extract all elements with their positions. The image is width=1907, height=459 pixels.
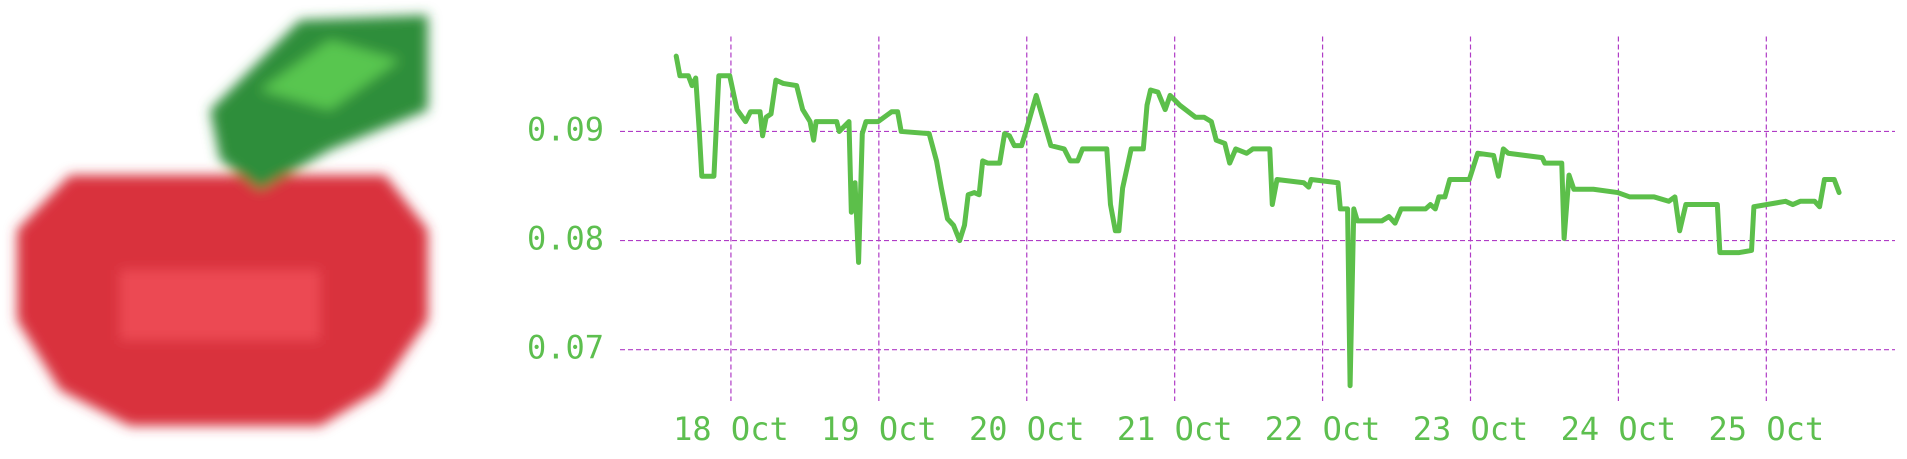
leaf-highlight [260,40,400,110]
apple-icon [17,15,428,426]
y-tick-label: 0.08 [527,220,604,258]
x-tick-label: 25 Oct [1709,410,1825,448]
price-line [673,53,1842,389]
y-tick-label: 0.09 [527,110,604,148]
x-tick-label: 22 Oct [1265,410,1381,448]
y-tick-label: 0.07 [527,329,604,367]
x-tick-label: 19 Oct [821,410,937,448]
x-tick-label: 23 Oct [1413,410,1529,448]
apple-highlight [120,270,320,340]
x-tick-label: 24 Oct [1561,410,1677,448]
x-tick-label: 21 Oct [1117,410,1233,448]
chart: 0.07 0.08 0.09 18 Oct 19 Oct 20 Oct 21 Oct 22 O… [527,36,1895,448]
x-tick-label: 20 Oct [969,410,1085,448]
x-tick-label: 18 Oct [673,410,789,448]
